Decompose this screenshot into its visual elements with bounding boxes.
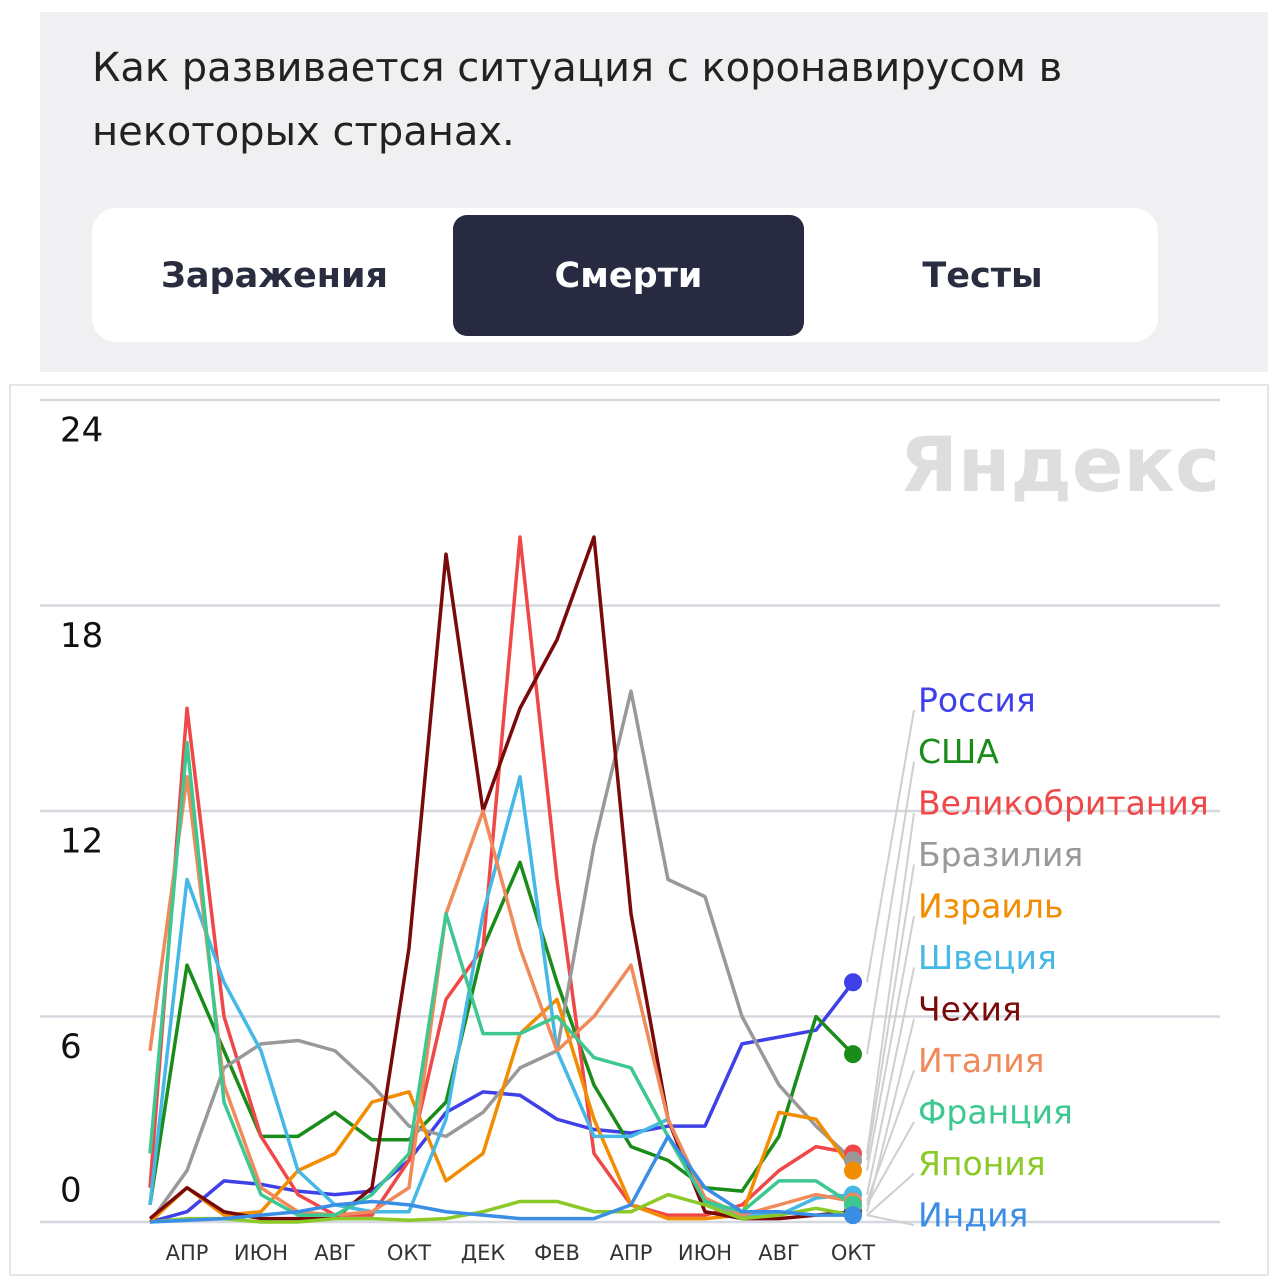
y-tick-label: 6 xyxy=(60,1027,82,1067)
y-tick-label: 18 xyxy=(60,616,103,656)
legend-label: Италия xyxy=(918,1041,1045,1080)
legend-label: США xyxy=(918,732,999,771)
series-line xyxy=(149,1134,853,1224)
page-title: Как развивается ситуация с коронавирусом… xyxy=(92,45,1063,155)
legend-label: Бразилия xyxy=(918,835,1083,874)
tab[interactable]: Тесты xyxy=(922,255,1043,296)
legend-label: Великобритания xyxy=(918,784,1209,823)
leader-line xyxy=(866,761,915,1055)
x-tick-label: АПР xyxy=(166,1241,209,1265)
leader-line xyxy=(866,812,915,1154)
leader-line xyxy=(866,967,915,1195)
x-tick-label: ИЮН xyxy=(678,1241,732,1265)
leader-line xyxy=(866,709,915,983)
x-tick-label: ФЕВ xyxy=(534,1241,580,1265)
x-tick-label: ОКТ xyxy=(387,1241,431,1265)
x-tick-label: АПР xyxy=(610,1241,653,1265)
y-tick-label: 24 xyxy=(60,411,103,451)
x-tick-label: АВГ xyxy=(314,1241,356,1265)
y-tick-label: 0 xyxy=(60,1171,82,1211)
series-line xyxy=(148,740,854,1217)
x-tick-label: АВГ xyxy=(758,1241,800,1265)
leader-line xyxy=(866,1214,915,1226)
end-dot xyxy=(844,1045,862,1064)
header-panel: Как развивается ситуация с коронавирусом… xyxy=(40,12,1268,372)
leader-line xyxy=(866,1172,915,1216)
chart-panel xyxy=(9,384,1269,1276)
legend-label: Швеция xyxy=(918,938,1057,977)
end-dot xyxy=(844,1161,862,1180)
end-dot xyxy=(844,1206,862,1225)
series-line xyxy=(148,860,855,1206)
leader-line xyxy=(866,864,915,1161)
legend-label: Франция xyxy=(918,1093,1073,1132)
x-tick-label: ДЕК xyxy=(461,1241,506,1265)
tab-bar: Заражения Смерти Тесты xyxy=(92,208,1158,342)
tab[interactable]: Заражения xyxy=(161,255,388,296)
series-line xyxy=(148,775,854,1217)
legend-label: Израиль xyxy=(918,887,1063,926)
legend-label: Япония xyxy=(918,1144,1046,1183)
leader-line xyxy=(866,1121,915,1206)
legend-label: Чехия xyxy=(918,990,1022,1029)
end-dot xyxy=(844,973,862,992)
leader-line xyxy=(866,1070,915,1202)
watermark: Яндекс xyxy=(899,420,1220,509)
series-line xyxy=(149,1192,854,1224)
y-tick-label: 12 xyxy=(60,822,103,862)
x-tick-label: ОКТ xyxy=(831,1241,875,1265)
legend-label: Россия xyxy=(918,681,1036,720)
x-tick-label: ИЮН xyxy=(234,1241,288,1265)
tab[interactable]: Смерти xyxy=(453,215,804,336)
legend-label: Индия xyxy=(918,1196,1028,1235)
leader-line xyxy=(866,915,915,1171)
